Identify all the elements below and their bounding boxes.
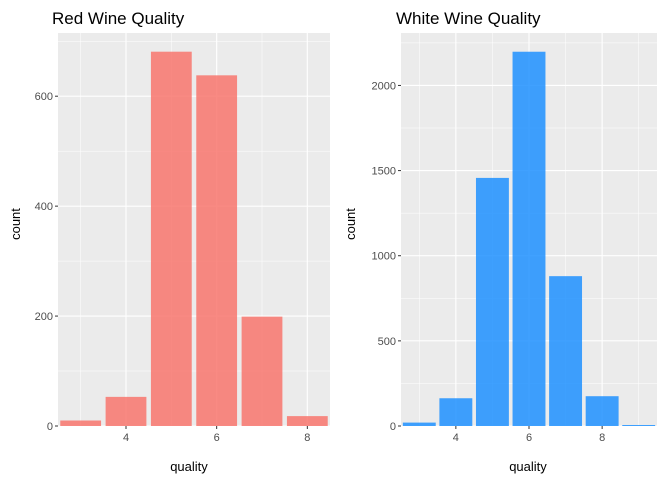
white-wine-y-tick-label: 500	[378, 336, 396, 348]
red-wine-bar-quality-6	[196, 75, 238, 427]
white-wine-x-axis-label: quality	[509, 459, 547, 474]
red-wine-x-tick-label: 8	[304, 432, 310, 444]
white-wine-bar-quality-6	[512, 51, 546, 427]
white-wine-y-tick-label: 2000	[372, 80, 396, 92]
red-wine-bar-quality-8	[286, 416, 328, 426]
red-wine-bar-quality-7	[241, 316, 283, 426]
red-wine-quality-chart: 0 200 400 600 4 6 8 Red Wine Quality quality c…	[8, 9, 330, 474]
white-wine-x-tick-label: 4	[453, 432, 459, 444]
red-wine-panel-background	[58, 33, 330, 426]
white-wine-x-tick-label: 6	[526, 432, 532, 444]
white-wine-bar-quality-5	[475, 177, 509, 426]
white-wine-chart-title: White Wine Quality	[396, 9, 541, 28]
red-wine-bar-quality-4	[105, 396, 147, 426]
red-wine-x-tick-label: 4	[123, 432, 129, 444]
red-wine-x-tick-label: 6	[214, 432, 220, 444]
red-wine-chart-title: Red Wine Quality	[52, 9, 185, 28]
white-wine-y-tick-label: 1500	[372, 166, 396, 178]
white-wine-y-axis-label: count	[343, 208, 358, 240]
red-wine-bar-quality-5	[150, 51, 192, 426]
white-wine-y-tick-label: 0	[390, 421, 396, 433]
red-wine-bar-quality-3	[60, 420, 102, 426]
red-wine-y-tick-label: 400	[35, 201, 53, 213]
white-wine-y-tick-label: 1000	[372, 251, 396, 263]
white-wine-bar-quality-7	[549, 276, 583, 426]
white-wine-bar-quality-4	[439, 398, 473, 426]
red-wine-x-axis-label: quality	[170, 459, 208, 474]
red-wine-y-axis-label: count	[8, 208, 23, 240]
red-wine-y-tick-label: 600	[35, 91, 53, 103]
white-wine-bar-quality-9	[622, 425, 656, 426]
white-wine-x-tick-label: 8	[599, 432, 605, 444]
white-wine-quality-chart: 0 500 1000 1500 2000 4 6 8 White Wine Quality q…	[343, 9, 657, 474]
red-wine-y-tick-label: 200	[35, 311, 53, 323]
white-wine-bar-quality-8	[585, 396, 619, 426]
white-wine-bar-quality-3	[402, 422, 436, 426]
red-wine-y-tick-label: 0	[47, 421, 53, 433]
